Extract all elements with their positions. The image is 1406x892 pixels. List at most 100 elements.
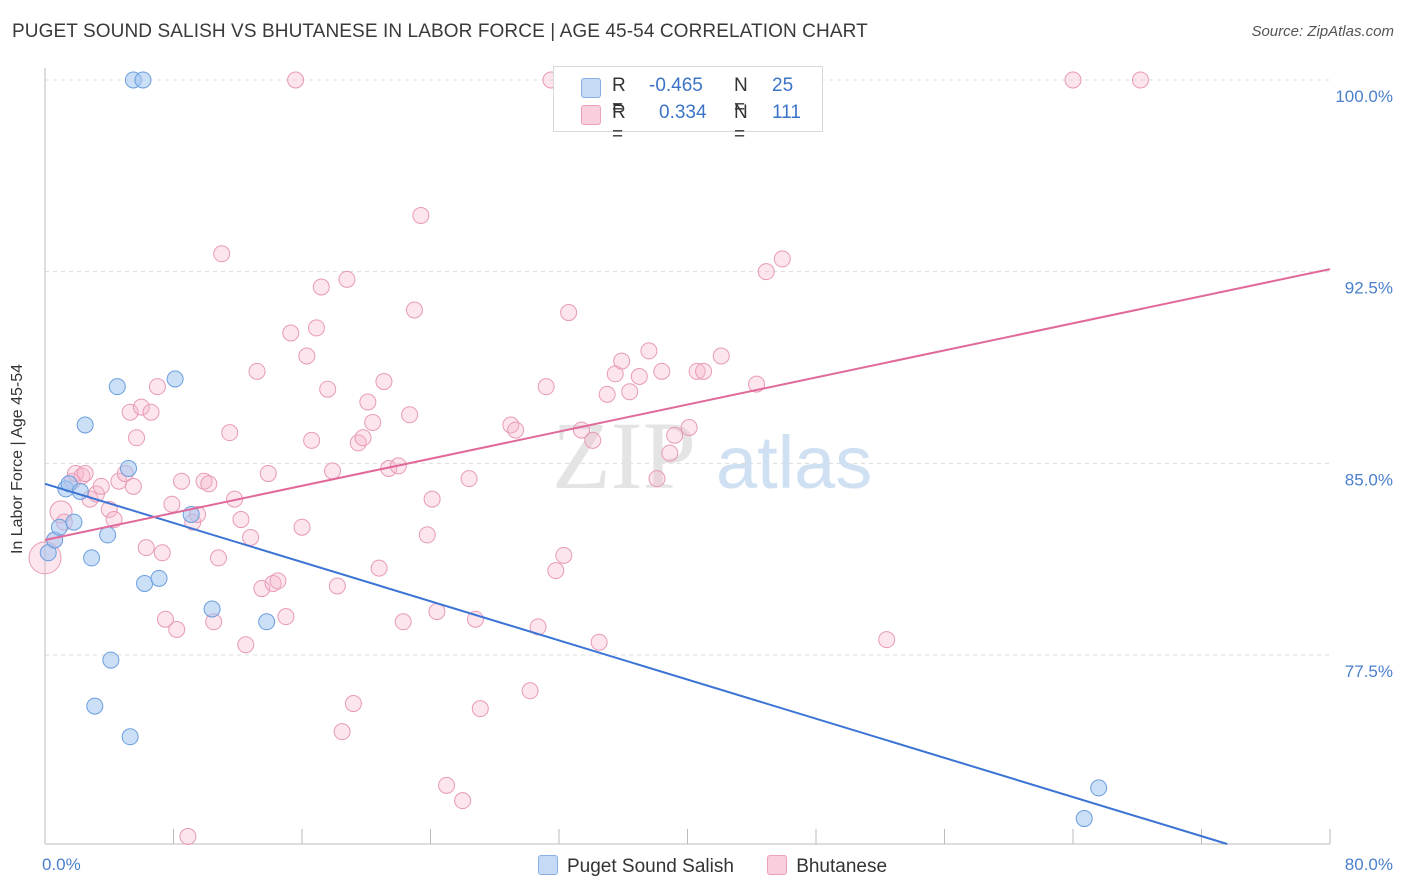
pink-data-point: [688, 362, 706, 380]
blue-data-point: [108, 378, 126, 396]
watermark: ZIP atlas: [552, 402, 872, 509]
pink-data-point: [242, 528, 260, 546]
pink-data-point: [878, 631, 896, 649]
pink-data-point: [695, 362, 713, 380]
pink-data-point: [370, 559, 388, 577]
pink-data-point: [338, 270, 356, 288]
gridlines: [45, 79, 1330, 656]
chart-title: PUGET SOUND SALISH VS BHUTANESE IN LABOR…: [12, 21, 868, 42]
legend-label: Puget Sound Salish: [567, 856, 734, 877]
pink-data-point: [412, 206, 430, 224]
pink-data-point: [237, 636, 255, 654]
pink-data-point: [209, 549, 227, 567]
pink-data-point: [328, 577, 346, 595]
pink-data-point: [132, 398, 150, 416]
pink-data-point: [547, 562, 565, 580]
pink-data-point: [179, 827, 197, 845]
stats-box: R = -0.465 N = 25 R = 0.334 N = 111: [553, 66, 823, 145]
pink-trend-line: [44, 268, 1331, 541]
blue-trend-line: [44, 482, 1228, 845]
blue-data-point: [1075, 810, 1093, 828]
pink-data-point: [598, 385, 616, 403]
pink-data-point: [438, 776, 456, 794]
pink-data-point: [680, 419, 698, 437]
pink-data-point: [555, 546, 573, 564]
pink-data-point: [303, 431, 321, 449]
pink-data-point: [142, 403, 160, 421]
x-tick-label: 80.0%: [1345, 855, 1393, 874]
pink-data-point: [423, 490, 441, 508]
blue-data-point: [136, 574, 154, 592]
blue-data-point: [1090, 779, 1108, 797]
pink-data-point: [621, 383, 639, 401]
pink-data-point: [282, 324, 300, 342]
pink-data-point: [232, 511, 250, 529]
pink-data-point: [584, 431, 602, 449]
blue-data-point: [121, 728, 139, 746]
pink-data-point: [661, 444, 679, 462]
pink-data-point: [344, 695, 362, 713]
pink-data-point: [460, 470, 478, 488]
blue-data-point: [120, 459, 138, 477]
pink-data-point: [333, 723, 351, 741]
pink-data-point: [76, 465, 94, 483]
pink-data-point: [375, 373, 393, 391]
pink-data-point: [213, 245, 231, 263]
blue-data-point: [50, 518, 68, 536]
pink-data-point: [312, 278, 330, 296]
pink-data-point: [269, 572, 287, 590]
pink-data-point: [105, 511, 123, 529]
blue-data-point: [83, 549, 101, 567]
blue-data-point: [102, 651, 120, 669]
pink-data-point: [521, 682, 539, 700]
r-value: -0.465: [649, 75, 703, 96]
pink-data-point: [364, 413, 382, 431]
pink-data-point: [324, 462, 342, 480]
pink-data-point: [394, 613, 412, 631]
pink-data-point: [195, 472, 213, 490]
pink-data-point: [153, 544, 171, 562]
pink-data-point: [1064, 71, 1082, 89]
pink-swatch-icon: [581, 105, 601, 125]
pink-data-point: [507, 421, 525, 439]
source-credit: Source: ZipAtlas.com: [1251, 23, 1394, 40]
blue-data-point: [150, 569, 168, 587]
pink-data-point: [537, 378, 555, 396]
n-value: 25: [772, 75, 794, 96]
pink-data-point: [1131, 71, 1149, 89]
watermark-atlas: atlas: [716, 421, 872, 504]
pink-data-point: [748, 375, 766, 393]
pink-data-point: [173, 472, 191, 490]
pink-data-point: [277, 608, 295, 626]
pink-data-point: [454, 792, 472, 810]
pink-data-point: [471, 700, 489, 718]
data-points: [28, 71, 1149, 845]
y-axis-label: In Labor Force | Age 45-54: [9, 363, 26, 555]
pink-data-point: [428, 603, 446, 621]
x-tick-label: 0.0%: [42, 855, 81, 874]
pink-data-point: [200, 475, 218, 493]
pink-data-point: [298, 347, 316, 365]
pink-data-point: [653, 362, 671, 380]
pink-data-point: [648, 470, 666, 488]
n-label: N =: [734, 102, 748, 145]
blue-data-point: [203, 600, 221, 618]
pink-data-point: [613, 352, 631, 370]
tick-labels: 77.5% 85.0% 92.5% 100.0% 0.0% 80.0%: [42, 87, 1393, 874]
pink-data-point: [163, 495, 181, 513]
legend-item-puget-sound-salish: Puget Sound Salish: [538, 852, 734, 878]
pink-data-point: [401, 406, 419, 424]
pink-data-point: [264, 574, 282, 592]
blue-data-point: [166, 370, 184, 388]
pink-data-point: [287, 71, 305, 89]
pink-data-point: [773, 250, 791, 268]
blue-data-point: [65, 513, 83, 531]
r-label: R =: [612, 102, 626, 145]
n-value: 111: [772, 102, 801, 123]
r-value: 0.334: [659, 102, 707, 123]
blue-data-point: [99, 526, 117, 544]
blue-data-point: [76, 416, 94, 434]
pink-data-point: [307, 319, 325, 337]
pink-data-point: [148, 378, 166, 396]
